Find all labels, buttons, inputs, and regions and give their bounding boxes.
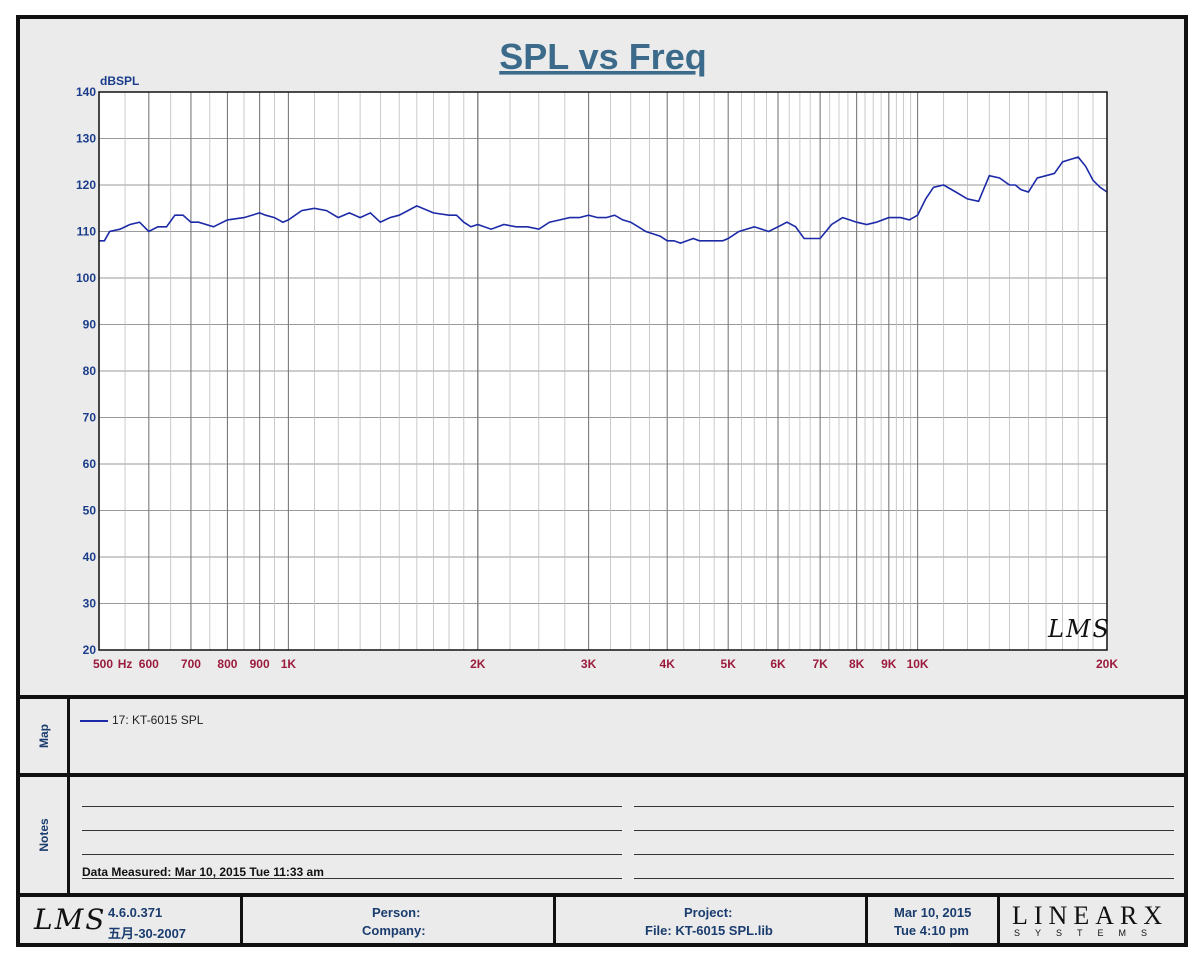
y-tick-label: 70 xyxy=(83,411,97,425)
x-tick-label: 9K xyxy=(881,657,897,671)
footer-divider xyxy=(553,897,556,947)
spl-chart: 140 130 120 110 100 90 80 70 60 50 40 30 20 500 Hz 600… xyxy=(76,36,1118,671)
map-label: Map xyxy=(36,724,51,748)
x-tick-label: 900 xyxy=(250,657,270,671)
time-text: Tue 4:10 pm xyxy=(894,923,969,938)
company-label: Company: xyxy=(362,923,426,938)
linearx-subtitle: SYSTEMS xyxy=(1014,928,1163,938)
x-tick-label: 5K xyxy=(721,657,737,671)
note-line[interactable] xyxy=(82,878,622,879)
footer-divider xyxy=(997,897,1000,947)
plot-border xyxy=(98,91,1108,651)
x-tick-label: 4K xyxy=(660,657,676,671)
footer-divider xyxy=(865,897,868,947)
x-tick-label: 20K xyxy=(1096,657,1118,671)
x-tick-label: 7K xyxy=(812,657,828,671)
notes-sidebar: Notes xyxy=(20,777,70,893)
y-tick-label: 60 xyxy=(83,457,97,471)
x-tick-label: 800 xyxy=(217,657,237,671)
lms-watermark: LMS xyxy=(1047,615,1111,643)
y-tick-label: 100 xyxy=(76,271,96,285)
x-tick-label: 3K xyxy=(581,657,597,671)
x-tick-label: 500 xyxy=(93,657,113,671)
project-label: Project: xyxy=(684,905,733,920)
note-line[interactable] xyxy=(634,878,1174,879)
legend-swatch xyxy=(80,720,108,722)
y-tick-label: 50 xyxy=(83,504,97,518)
note-line[interactable] xyxy=(82,830,622,831)
x-tick-label: 2K xyxy=(470,657,486,671)
version-text: 4.6.0.371 xyxy=(108,905,163,920)
y-tick-label: 40 xyxy=(83,550,97,564)
notes-section: Notes Data Measured: Mar 10, 2015 Tue 11… xyxy=(20,773,1184,893)
chart-title: SPL vs Freq xyxy=(499,36,706,77)
x-tick-label: 600 xyxy=(139,657,159,671)
map-sidebar: Map xyxy=(20,699,70,773)
map-section: Map 17: KT-6015 SPL xyxy=(20,695,1184,773)
date-text: Mar 10, 2015 xyxy=(894,905,972,920)
x-tick-label: Hz xyxy=(118,657,133,671)
data-measured-text: Data Measured: Mar 10, 2015 Tue 11:33 am xyxy=(82,865,324,879)
legend-entry: 17: KT-6015 SPL xyxy=(112,713,204,727)
build-date-text: 五月-30-2007 xyxy=(108,926,187,941)
linearx-brand: LINEARX xyxy=(1012,901,1169,930)
x-tick-label: 700 xyxy=(181,657,201,671)
y-tick-label: 90 xyxy=(83,318,97,332)
linearx-logo: LINEARX SYSTEMS xyxy=(1006,901,1182,941)
note-line[interactable] xyxy=(634,854,1174,855)
footer-section: LMS 4.6.0.371 五月-30-2007 Person: Company… xyxy=(20,893,1184,947)
y-tick-label: 80 xyxy=(83,364,97,378)
note-line[interactable] xyxy=(82,806,622,807)
y-tick-label: 120 xyxy=(76,178,96,192)
y-axis-label: dBSPL xyxy=(100,74,139,88)
y-tick-label: 140 xyxy=(76,85,96,99)
note-line[interactable] xyxy=(634,806,1174,807)
x-tick-label: 8K xyxy=(849,657,865,671)
note-line[interactable] xyxy=(634,830,1174,831)
notes-label: Notes xyxy=(36,818,51,852)
y-tick-label: 130 xyxy=(76,132,96,146)
x-tick-label: 6K xyxy=(770,657,786,671)
report-frame: 140 130 120 110 100 90 80 70 60 50 40 30 20 500 Hz 600… xyxy=(16,15,1188,947)
spl-curve xyxy=(99,156,1108,244)
footer-divider xyxy=(240,897,243,947)
x-tick-label: 10K xyxy=(907,657,929,671)
file-label: File: KT-6015 SPL.lib xyxy=(645,923,773,938)
y-tick-label: 30 xyxy=(83,597,97,611)
note-line[interactable] xyxy=(82,854,622,855)
lms-logo: LMS xyxy=(34,903,107,936)
y-tick-label: 110 xyxy=(77,225,97,239)
y-tick-label: 20 xyxy=(83,643,97,657)
person-label: Person: xyxy=(372,905,421,920)
x-tick-label: 1K xyxy=(281,657,297,671)
